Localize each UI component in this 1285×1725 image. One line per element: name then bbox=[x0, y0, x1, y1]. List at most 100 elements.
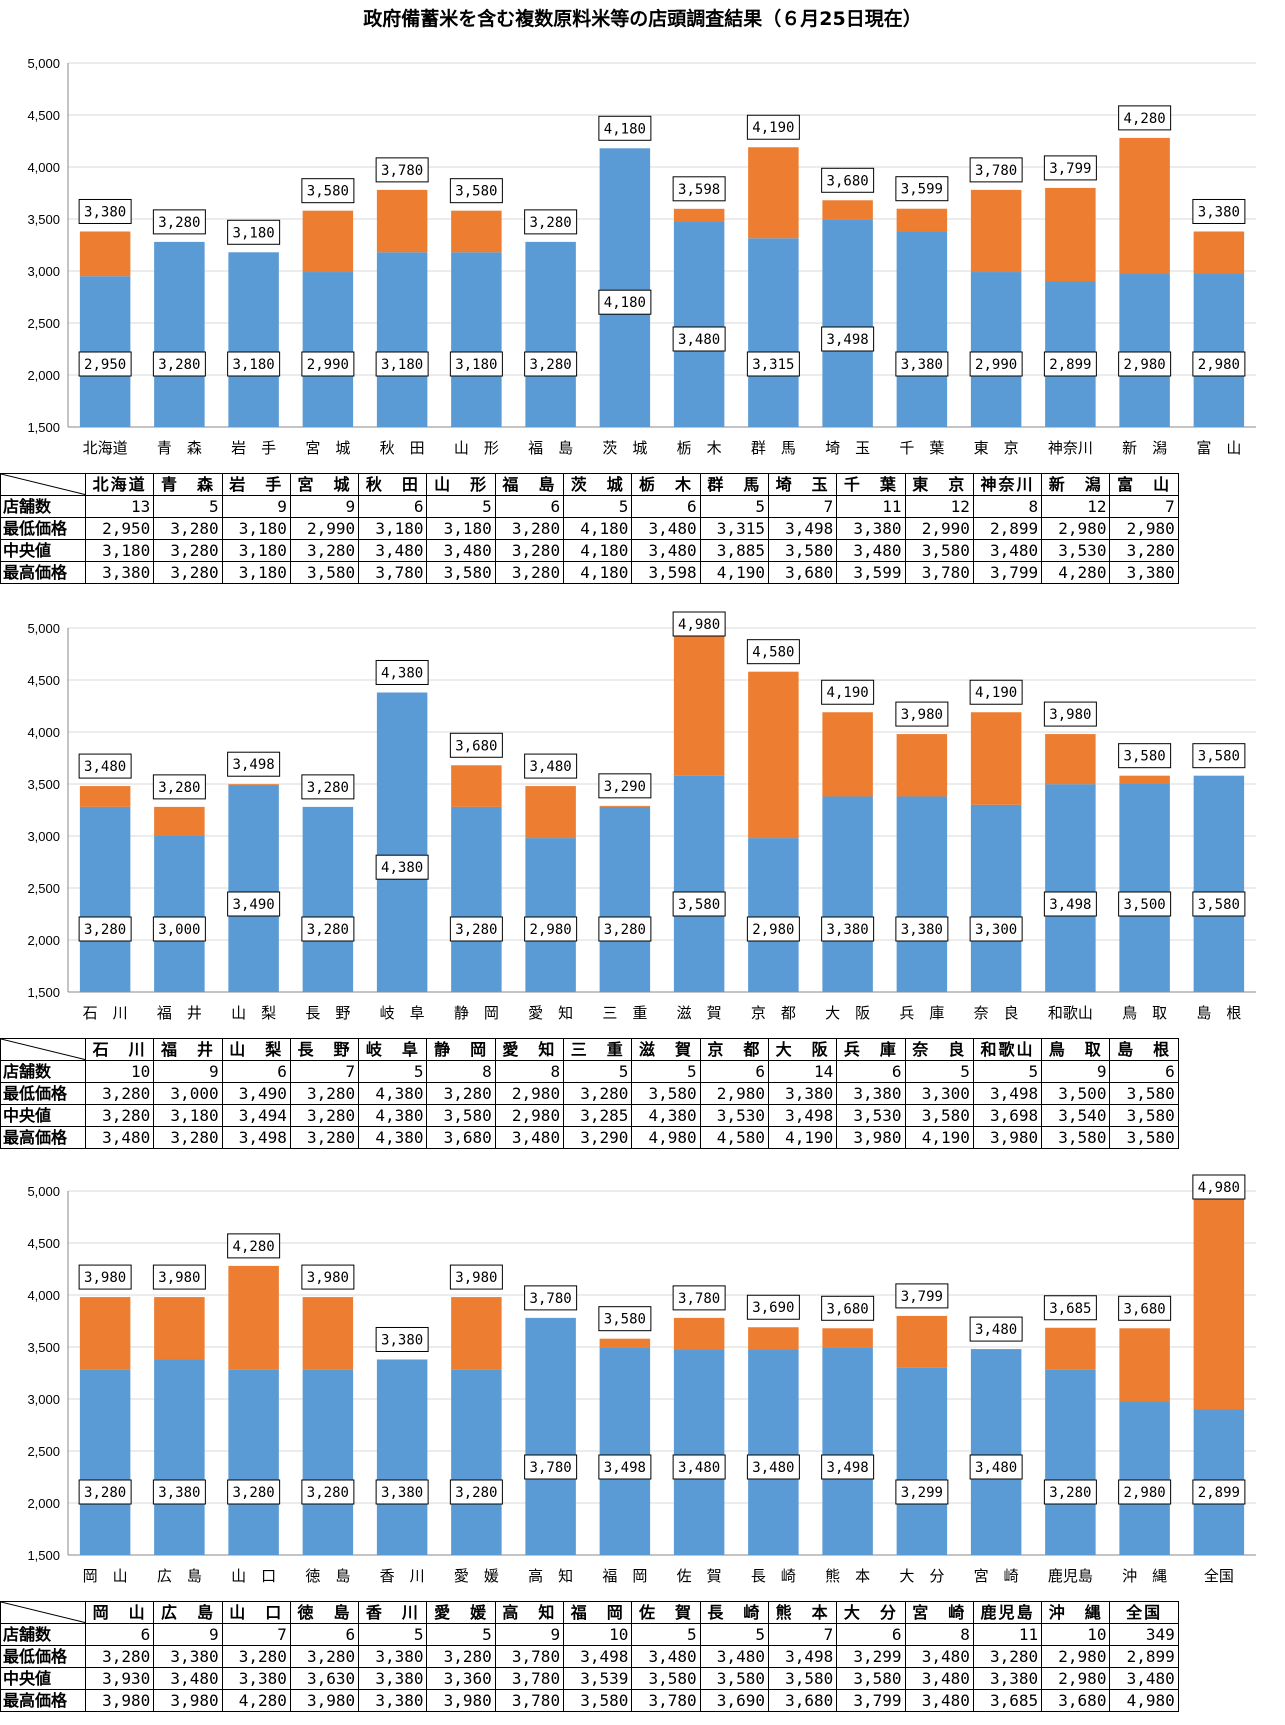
table-cell: 3,580 bbox=[1041, 1126, 1111, 1149]
min-price-label-box bbox=[301, 1479, 355, 1505]
bar-max-price bbox=[1045, 187, 1096, 282]
table-row: 中央値 3,180 3,280 3,180 3,280 3,480 3,480 3,280 4,… bbox=[0, 539, 1179, 562]
max-price-label-box bbox=[746, 1294, 800, 1320]
bar-max-price bbox=[970, 712, 1022, 805]
table-cell: 5 bbox=[563, 495, 633, 518]
table-cell: 4,580 bbox=[699, 1126, 769, 1149]
table-row-label: 最高価格 bbox=[0, 1689, 86, 1712]
bar-min-price bbox=[822, 219, 873, 427]
table-cell: 3,885 bbox=[699, 539, 769, 562]
table-cell: 3,280 bbox=[1109, 539, 1179, 562]
bar-min-price bbox=[896, 231, 948, 427]
x-category-label: 山 梨 bbox=[231, 1004, 276, 1022]
bar-max-price bbox=[1045, 1327, 1096, 1370]
min-price-label-box bbox=[672, 891, 726, 917]
table-cell: 3,580 bbox=[631, 1667, 701, 1690]
x-category-label: 大 阪 bbox=[825, 1004, 870, 1022]
y-tick-label: 4,500 bbox=[27, 1236, 60, 1251]
bar-min-price bbox=[154, 241, 205, 427]
min-price-label: 3,498 bbox=[827, 1460, 869, 1476]
min-price-label-box bbox=[152, 1479, 206, 1505]
table-cell: 3,380 bbox=[358, 1667, 428, 1690]
bar-min-price bbox=[970, 804, 1022, 992]
table-cell: 3,480 bbox=[904, 1645, 974, 1668]
min-price-label: 3,180 bbox=[233, 357, 275, 373]
max-price-label-box bbox=[152, 1264, 206, 1290]
table-row: 最低価格 3,280 3,000 3,490 3,280 4,380 3,280 2,980 3… bbox=[0, 1082, 1179, 1105]
max-price-label-box bbox=[672, 611, 726, 637]
table-cell: 3,580 bbox=[767, 539, 838, 562]
table-cell: 6 bbox=[836, 1060, 906, 1083]
bar-min-price bbox=[1045, 1369, 1096, 1555]
table-cell: 3,980 bbox=[153, 1689, 223, 1712]
table-cell: 3,280 bbox=[426, 1082, 496, 1105]
table-cell: 3,380 bbox=[767, 1082, 838, 1105]
max-price-label: 3,280 bbox=[158, 780, 200, 796]
table-cell: 3,280 bbox=[84, 1645, 155, 1668]
y-tick-label: 1,500 bbox=[27, 1548, 60, 1563]
bar-max-price bbox=[599, 805, 651, 807]
x-category-label: 埼 玉 bbox=[825, 439, 870, 457]
max-price-label-box bbox=[449, 1264, 503, 1290]
table-cell: 8 bbox=[972, 495, 1043, 518]
table-cell: 3,780 bbox=[358, 561, 428, 584]
x-category-label: 和歌山 bbox=[1048, 1004, 1093, 1022]
max-price-label-box bbox=[598, 115, 652, 141]
table-column-header: 奈 良 bbox=[904, 1038, 974, 1061]
bar-min-price bbox=[970, 1349, 1022, 1555]
table-cell: 3,380 bbox=[153, 1645, 223, 1668]
x-category-label: 佐 賀 bbox=[677, 1567, 722, 1585]
table-cell: 8 bbox=[426, 1060, 496, 1083]
table-cell: 3,380 bbox=[836, 1082, 906, 1105]
max-price-label-box bbox=[78, 1264, 132, 1290]
table-row: 最高価格 3,480 3,280 3,498 3,280 4,380 3,680 3,480 3… bbox=[0, 1126, 1179, 1149]
bar-min-price bbox=[1119, 784, 1170, 992]
min-price-label-box bbox=[895, 351, 949, 377]
min-price-label-box bbox=[821, 916, 875, 942]
min-price-label-box bbox=[598, 1454, 652, 1480]
table-cell: 3,480 bbox=[904, 1667, 974, 1690]
table-column-header: 神奈川 bbox=[972, 473, 1043, 496]
table-cell: 6 bbox=[494, 495, 565, 518]
table-cell: 3,580 bbox=[1109, 1104, 1179, 1127]
table-column-header: 富 山 bbox=[1109, 473, 1179, 496]
x-category-label: 宮 崎 bbox=[974, 1567, 1019, 1585]
bar-min-price bbox=[1193, 273, 1245, 427]
y-tick-label: 2,000 bbox=[27, 368, 60, 383]
bar-max-price bbox=[79, 786, 131, 807]
bar-max-price bbox=[1119, 1328, 1170, 1402]
table-cell: 3,280 bbox=[289, 1104, 360, 1127]
table-header-row: 北海道青 森岩 手宮 城秋 田山 形福 島茨 城栃 木群 馬埼 玉千 葉東 京神… bbox=[0, 473, 1179, 496]
min-price-label-box bbox=[78, 351, 132, 377]
min-price-label: 3,490 bbox=[233, 897, 275, 913]
table-cell: 3,680 bbox=[767, 561, 838, 584]
x-category-label: 富 山 bbox=[1196, 439, 1241, 457]
min-price-label: 2,950 bbox=[84, 357, 126, 373]
min-price-label-box bbox=[375, 1479, 429, 1505]
table-column-header: 高 知 bbox=[494, 1601, 565, 1624]
max-price-label: 3,580 bbox=[604, 1312, 646, 1328]
min-price-label-box bbox=[746, 916, 800, 942]
max-price-label-box bbox=[969, 1316, 1023, 1342]
max-price-label: 3,480 bbox=[975, 1322, 1017, 1338]
max-price-label-box bbox=[524, 753, 578, 779]
table-cell: 3,698 bbox=[972, 1104, 1043, 1127]
min-price-label-box bbox=[301, 916, 355, 942]
table-cell: 3,680 bbox=[767, 1689, 838, 1712]
max-price-label-box bbox=[449, 178, 503, 204]
table-cell: 6 bbox=[289, 1623, 360, 1646]
bar-max-price bbox=[302, 210, 354, 273]
min-price-label: 3,280 bbox=[307, 1485, 349, 1501]
table-column-header: 鹿児島 bbox=[972, 1601, 1043, 1624]
bar-max-price bbox=[822, 1328, 873, 1348]
max-price-label: 4,190 bbox=[827, 685, 869, 701]
min-price-label: 3,280 bbox=[530, 357, 572, 373]
min-price-label-box bbox=[1192, 351, 1246, 377]
min-price-label-box bbox=[449, 916, 503, 942]
max-price-label-box bbox=[524, 1285, 578, 1311]
max-price-label-box bbox=[821, 679, 875, 705]
bar-max-price bbox=[376, 189, 428, 253]
max-price-label-box bbox=[375, 659, 429, 685]
bar-min-price bbox=[896, 1367, 948, 1555]
min-price-label: 3,299 bbox=[901, 1485, 943, 1501]
